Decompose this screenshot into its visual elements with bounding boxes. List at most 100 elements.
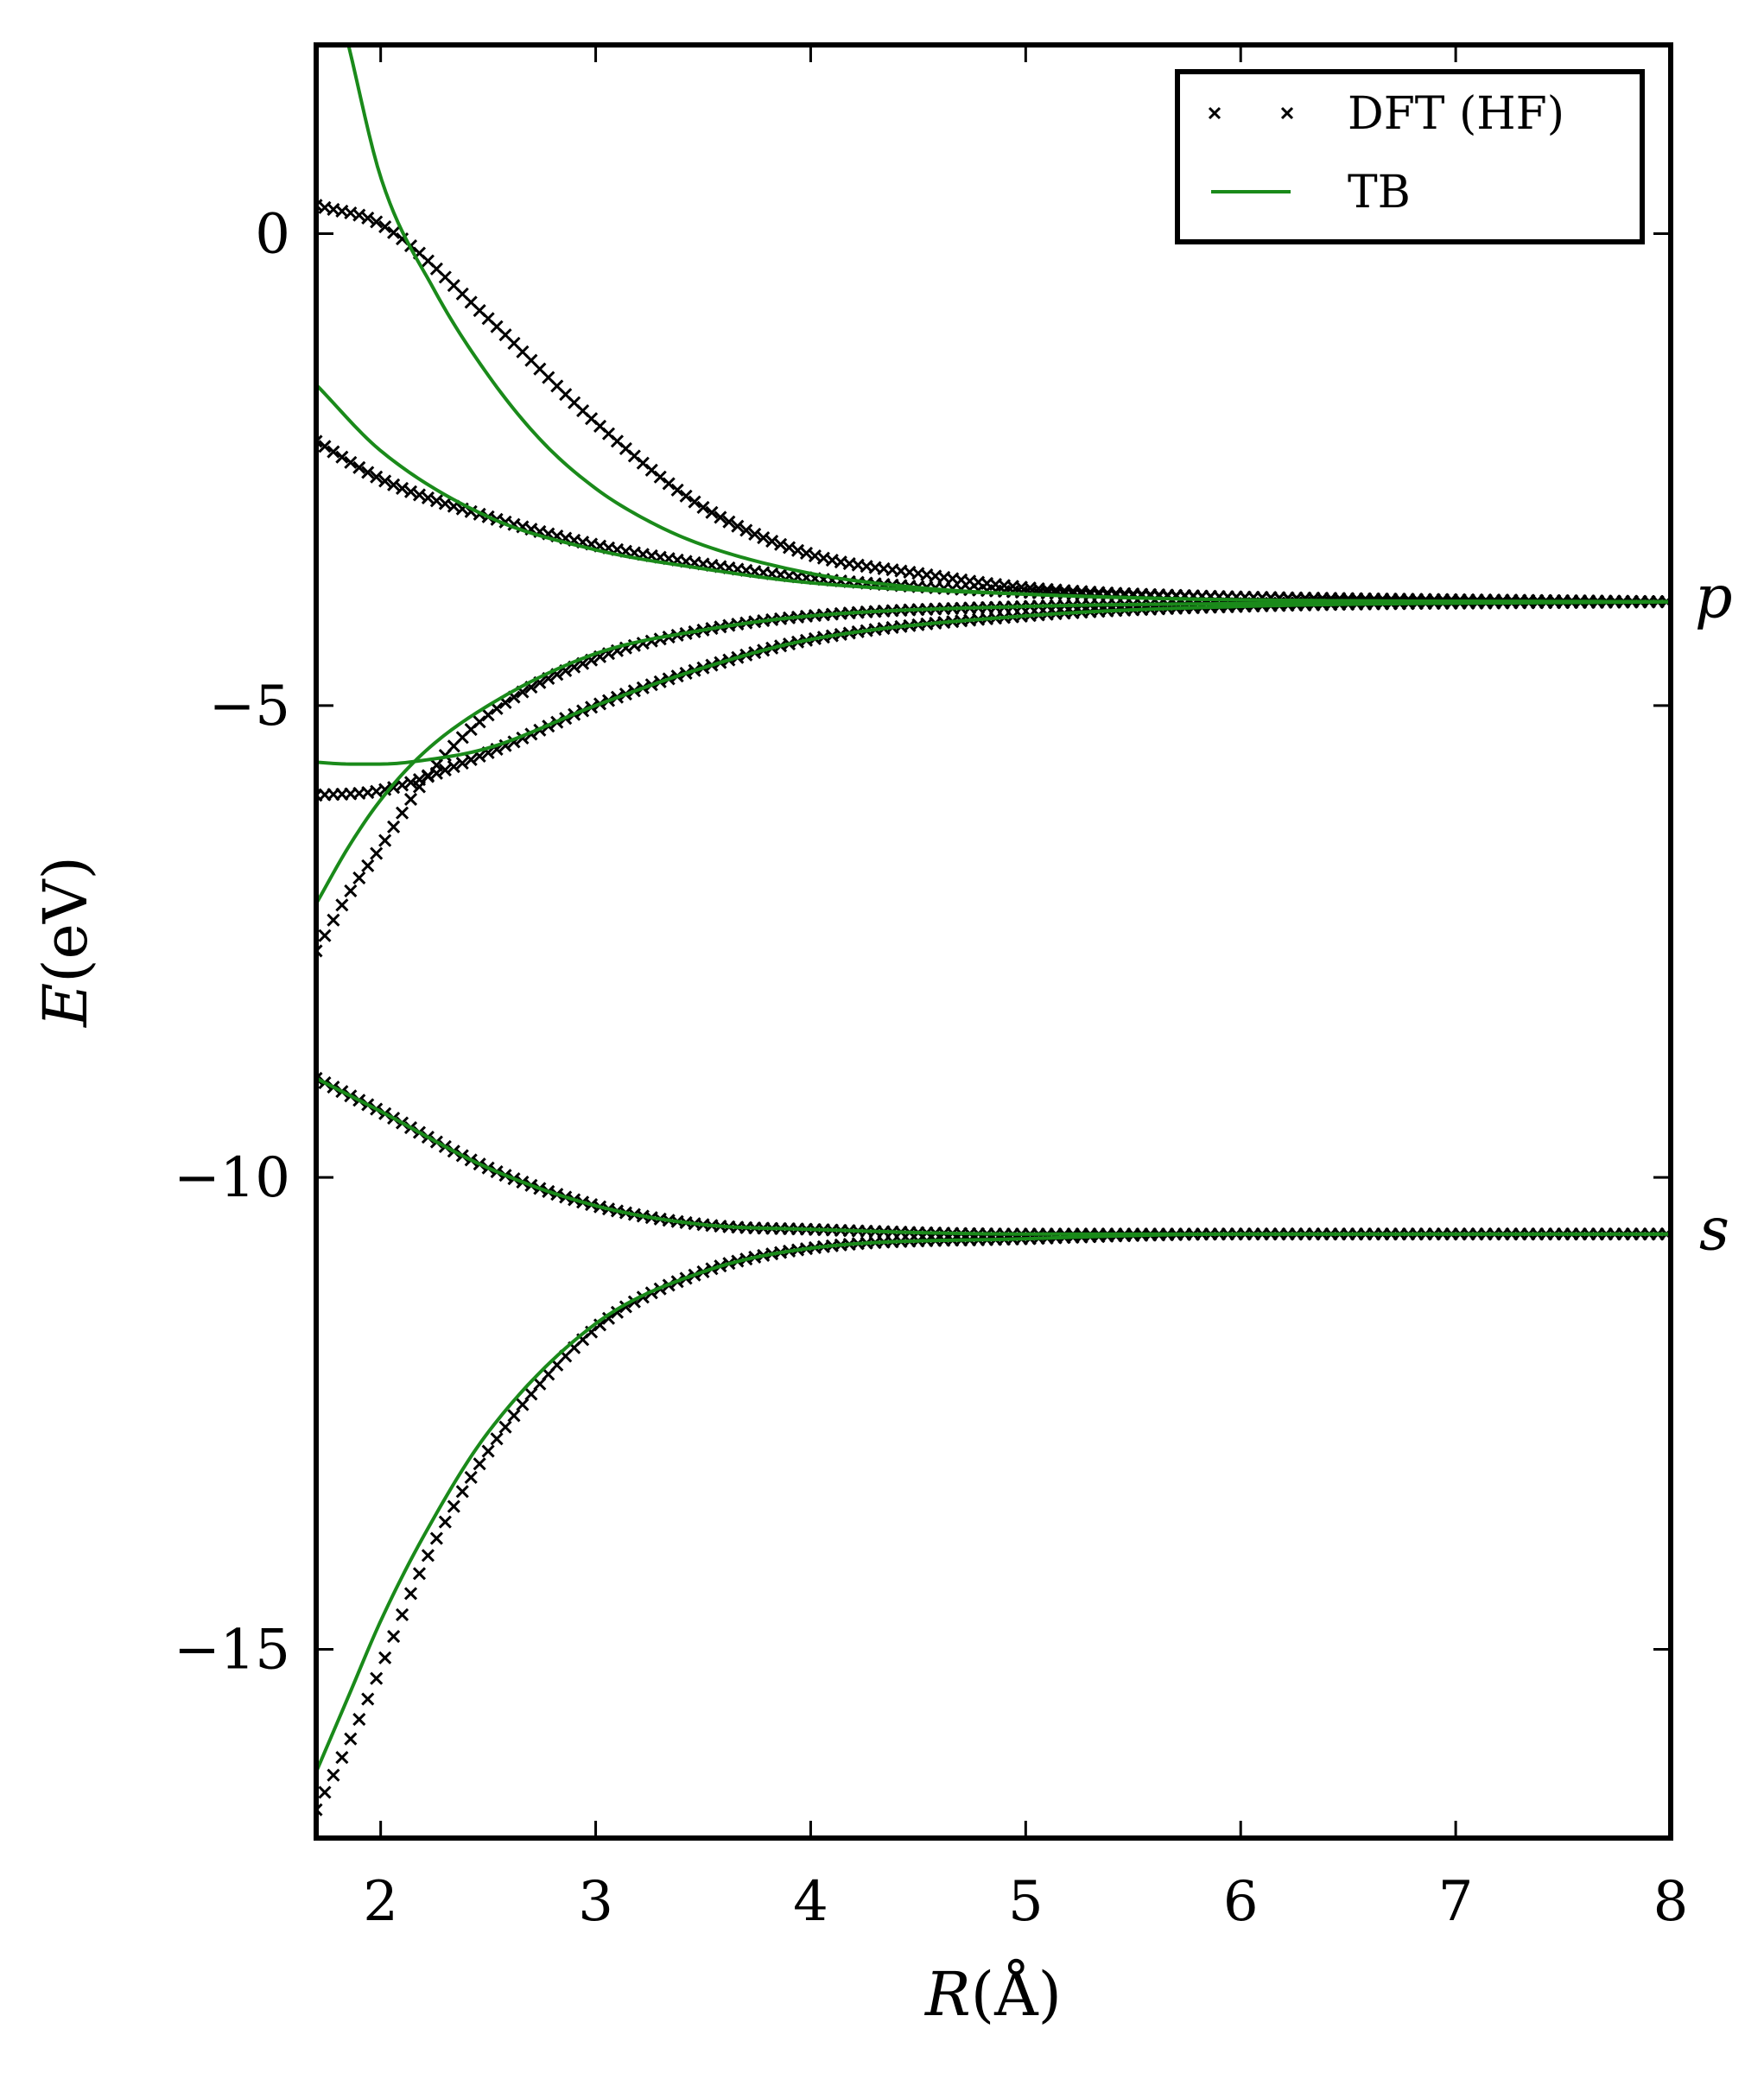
dft-point [344, 1732, 358, 1746]
dft-point [361, 1692, 375, 1706]
dft-point [481, 708, 495, 722]
y-tick-label: −5 [209, 675, 290, 739]
x-tick-label: 4 [793, 1870, 828, 1934]
x-axis-symbol: R [923, 1959, 971, 2030]
dft-point [421, 491, 435, 505]
dft-point [421, 1549, 435, 1563]
legend-dft-label: DFT (HF) [1348, 88, 1564, 140]
s-level-label: s [1699, 1196, 1729, 1265]
dft-point [447, 1499, 460, 1513]
dft-point [421, 769, 435, 783]
x-tick-label: 6 [1223, 1870, 1259, 1934]
dft-point [352, 1712, 366, 1727]
dft-point [412, 1567, 427, 1581]
dft-point [403, 1587, 418, 1601]
tb-curve-4 [316, 599, 1671, 905]
dft-point [403, 792, 418, 806]
legend-tb-label: TB [1348, 167, 1411, 219]
dft-point [438, 1515, 452, 1529]
dft-point [765, 535, 779, 548]
x-tick-label: 5 [1008, 1870, 1044, 1934]
dft-point [490, 701, 504, 715]
dft-point [429, 1531, 443, 1545]
legend: DFT (HF) TB [1175, 69, 1645, 244]
dft-point [507, 1409, 521, 1423]
dft-point [447, 759, 460, 774]
dft-point [757, 531, 771, 545]
dft-point [387, 478, 401, 491]
dft-point [481, 1444, 495, 1458]
dft-point [412, 488, 427, 502]
dft-point [327, 913, 340, 927]
dft-point [335, 898, 349, 912]
dft-point [378, 834, 392, 847]
dft-point [327, 1768, 340, 1782]
dft-point [370, 470, 384, 484]
y-axis-unit: (eV) [30, 856, 101, 983]
p-level-label: p [1695, 564, 1733, 632]
dft-point [601, 1311, 616, 1325]
data-layer [316, 45, 1671, 1816]
dft-point [490, 1432, 504, 1446]
dft-point [318, 440, 332, 453]
dft-point [378, 220, 392, 234]
dft-point [370, 846, 384, 860]
dft-point [352, 460, 366, 474]
dft-point [395, 778, 409, 792]
dft-point [688, 495, 701, 509]
dft-point [344, 884, 358, 897]
legend-box [1175, 69, 1645, 244]
dft-point [335, 450, 349, 464]
dft-point [774, 537, 788, 551]
dft-point [748, 527, 762, 541]
tb-series [316, 45, 1671, 1773]
y-tick-label: −15 [174, 1618, 290, 1682]
dft-point [679, 489, 693, 503]
dft-point [739, 523, 753, 537]
x-axis-label: R(Å) [923, 1959, 1062, 2030]
y-tick-label: −10 [174, 1146, 290, 1210]
dft-point [429, 494, 443, 508]
dft-point [395, 1607, 409, 1621]
y-tick-label: 0 [255, 203, 290, 267]
dft-point [464, 1470, 478, 1484]
dft-point [473, 1457, 486, 1471]
dft-point [370, 1671, 384, 1685]
dft-point [316, 434, 323, 448]
dft-point [653, 470, 667, 484]
dft-point [455, 1485, 469, 1499]
dft-point [714, 510, 727, 524]
dft-point [361, 859, 375, 872]
dft-point [438, 497, 452, 510]
dft-point [524, 1387, 538, 1401]
x-tick-label: 8 [1653, 1870, 1689, 1934]
dft-point [316, 1803, 323, 1816]
dft-point [318, 929, 332, 942]
dft-point [344, 455, 358, 469]
x-tick-label: 3 [578, 1870, 613, 1934]
plot-frame [314, 42, 1673, 1841]
dft-point [455, 756, 469, 770]
dft-point [327, 445, 340, 459]
dft-point [387, 1629, 401, 1644]
dft-point [370, 215, 384, 229]
dft-point [378, 1651, 392, 1664]
dft-point [335, 1751, 349, 1765]
dft-point [378, 474, 392, 488]
dft-point [318, 1785, 332, 1799]
y-axis-label: E(eV) [30, 856, 101, 1029]
dft-point [438, 763, 452, 777]
tb-curve-5 [316, 1076, 1671, 1236]
dft-series [316, 199, 1671, 1816]
x-tick-label: 2 [363, 1870, 398, 1934]
dft-point [387, 225, 401, 239]
dft-point [361, 211, 375, 225]
dft-point [352, 871, 366, 885]
dft-point [705, 505, 719, 519]
dft-point [403, 485, 418, 498]
dft-point [799, 546, 814, 561]
dft-point [403, 776, 418, 789]
ticks-layer: 2 3 4 5 6 7 8 0 −5 −10 −15 [174, 45, 1688, 1934]
dft-point [361, 466, 375, 479]
